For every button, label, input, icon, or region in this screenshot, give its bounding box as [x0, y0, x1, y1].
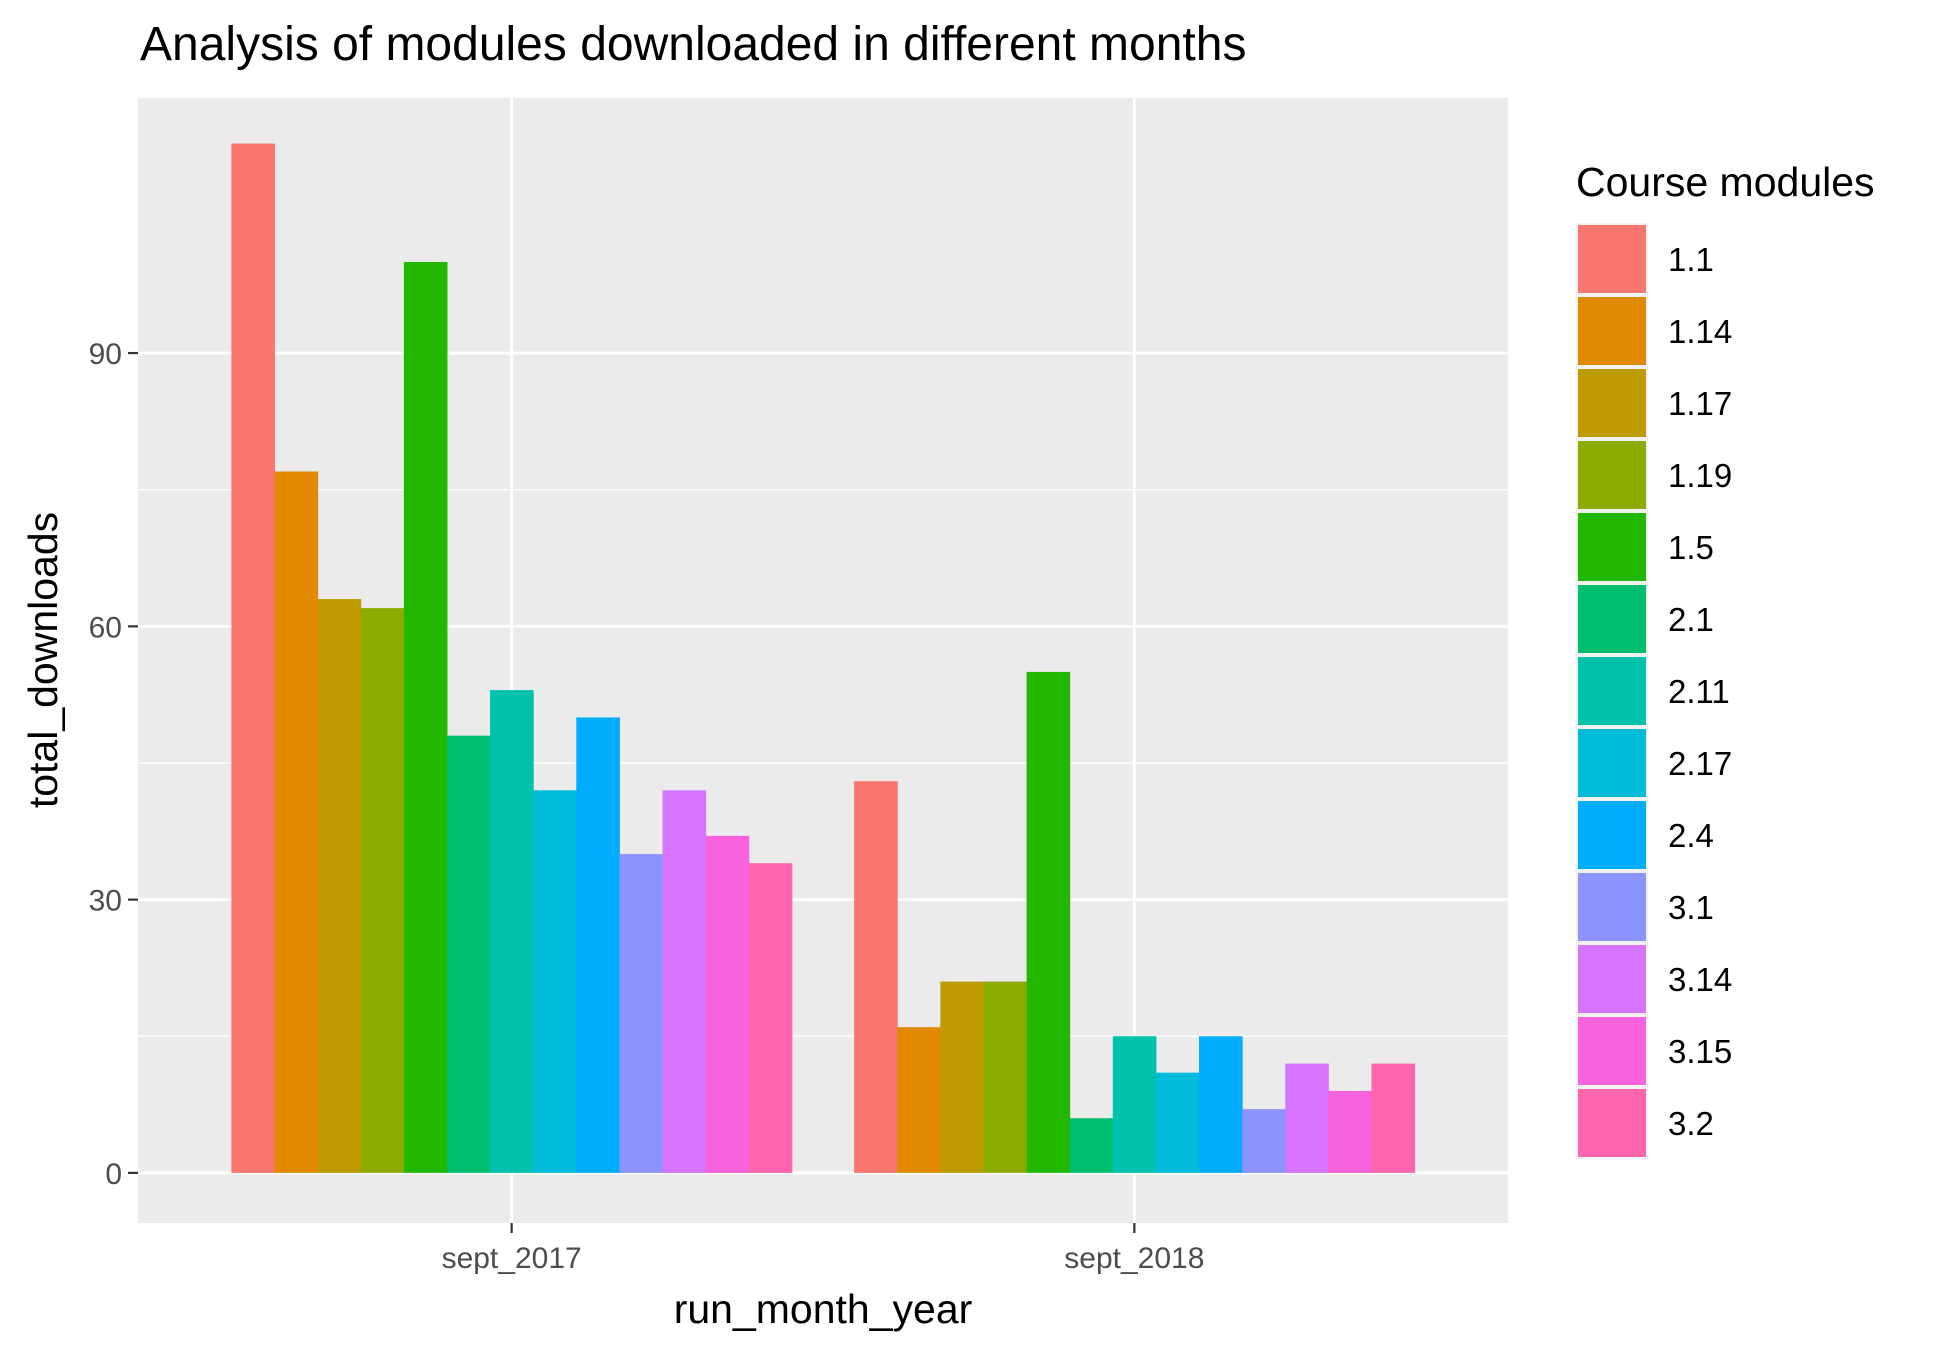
bar: [897, 1027, 941, 1173]
bar: [231, 144, 275, 1173]
legend-key-swatch: [1578, 585, 1646, 653]
bar: [404, 262, 448, 1173]
legend-title: Course modules: [1576, 159, 1875, 205]
bar: [854, 781, 898, 1173]
legend-key-swatch: [1578, 1017, 1646, 1085]
bar: [275, 471, 319, 1172]
x-tick-label: sept_2017: [442, 1242, 582, 1275]
x-axis-title: run_month_year: [674, 1286, 973, 1332]
legend-label: 2.4: [1668, 817, 1714, 854]
bar: [1156, 1073, 1200, 1173]
bar: [1070, 1118, 1114, 1173]
legend-key-swatch: [1578, 369, 1646, 437]
legend-key-swatch: [1578, 945, 1646, 1013]
bar: [1285, 1064, 1329, 1173]
legend-label: 1.17: [1668, 385, 1732, 422]
legend-key-swatch: [1578, 513, 1646, 581]
legend-key-swatch: [1578, 657, 1646, 725]
bar: [1027, 672, 1071, 1173]
bar: [663, 790, 707, 1173]
legend-label: 1.14: [1668, 313, 1732, 350]
bar: [447, 736, 491, 1173]
bar: [940, 982, 984, 1173]
legend-label: 2.17: [1668, 745, 1732, 782]
bar: [749, 863, 793, 1173]
x-tick-label: sept_2018: [1064, 1242, 1204, 1275]
bar: [490, 690, 534, 1173]
y-tick-label: 90: [89, 338, 122, 371]
legend-key-swatch: [1578, 441, 1646, 509]
bar: [1242, 1109, 1286, 1173]
bar: [1199, 1036, 1243, 1173]
legend: Course modules 1.1 1.14 1.17 1.19 1.5 2.1 2.11…: [1576, 159, 1875, 1159]
bar: [619, 854, 663, 1173]
bar: [1371, 1064, 1415, 1173]
x-axis: sept_2017 sept_2018: [442, 1223, 1205, 1275]
legend-label: 3.2: [1668, 1105, 1714, 1142]
chart-title: Analysis of modules downloaded in differ…: [140, 18, 1246, 71]
bar: [576, 717, 620, 1172]
bar: [533, 790, 577, 1173]
y-axis: 0 30 60 90: [89, 338, 138, 1191]
legend-key-swatch: [1578, 1089, 1646, 1157]
bar: [983, 982, 1027, 1173]
bar: [361, 608, 405, 1173]
bar: [706, 836, 750, 1173]
legend-label: 3.1: [1668, 889, 1714, 926]
legend-label: 1.1: [1668, 241, 1714, 278]
y-tick-label: 30: [89, 885, 122, 918]
legend-label: 1.19: [1668, 457, 1732, 494]
legend-label: 1.5: [1668, 529, 1714, 566]
y-axis-title: total_downloads: [20, 512, 66, 808]
legend-key-swatch: [1578, 297, 1646, 365]
bar: [1113, 1036, 1157, 1173]
legend-label: 3.14: [1668, 961, 1732, 998]
bar: [318, 599, 362, 1173]
legend-key-swatch: [1578, 729, 1646, 797]
legend-key-swatch: [1578, 873, 1646, 941]
y-tick-label: 60: [89, 611, 122, 644]
legend-key-swatch: [1578, 801, 1646, 869]
legend-label: 3.15: [1668, 1033, 1732, 1070]
legend-key-swatch: [1578, 225, 1646, 293]
bar: [1328, 1091, 1372, 1173]
legend-label: 2.11: [1668, 673, 1730, 710]
y-tick-label: 0: [105, 1158, 122, 1191]
legend-label: 2.1: [1668, 601, 1714, 638]
